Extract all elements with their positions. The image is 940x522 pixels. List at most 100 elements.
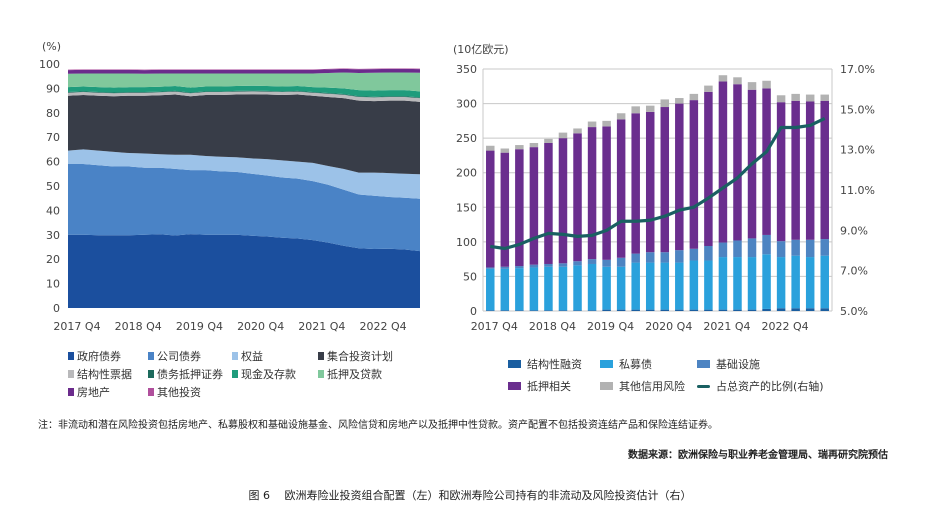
- legend-label: 公司债券: [157, 350, 201, 363]
- bar-segment-3: [616, 119, 626, 258]
- bar-segment-0: [791, 308, 800, 311]
- right-x-tick: 2019 Q4: [587, 320, 634, 333]
- bar-segment-0: [645, 309, 655, 311]
- bar-segment-3: [762, 88, 771, 235]
- area-series-4: [68, 91, 420, 102]
- bar-segment-0: [573, 310, 582, 311]
- bar-segment-4: [791, 93, 800, 101]
- bar-segment-0: [660, 309, 670, 311]
- right-x-tick: 2017 Q4: [471, 320, 518, 333]
- left-y-tick: 50: [46, 180, 60, 193]
- legend-label: 基础设施: [716, 358, 760, 371]
- bar-segment-1: [704, 260, 713, 310]
- bar-segment-2: [747, 238, 757, 258]
- bar-segment-2: [718, 242, 728, 258]
- legend-item: 债务抵押证券: [148, 366, 223, 382]
- legend-swatch: [508, 360, 521, 368]
- bar-segment-1: [733, 257, 742, 310]
- left-x-tick: 2020 Q4: [237, 320, 284, 333]
- left-y-tick: 100: [39, 58, 60, 71]
- bar-segment-2: [616, 257, 626, 267]
- bar-segment-2: [689, 248, 699, 261]
- bar-segment-0: [820, 308, 829, 311]
- legend-label: 权益: [241, 350, 263, 363]
- bar-segment-3: [805, 101, 815, 240]
- legend-label: 抵押相关: [527, 380, 571, 393]
- right-chart-y-tick: 50: [463, 270, 477, 283]
- bar-segment-1: [631, 262, 640, 310]
- bar-segment-1: [500, 268, 510, 311]
- secondary-y-tick: 9.0%: [840, 224, 868, 237]
- bar-segment-0: [587, 310, 597, 311]
- bar-segment-1: [529, 267, 539, 311]
- bar-segment-3: [558, 138, 568, 264]
- left-y-tick: 90: [46, 82, 60, 95]
- bar-segment-2: [515, 266, 524, 269]
- bar-segment-0: [529, 310, 539, 311]
- area-series-1: [68, 164, 420, 252]
- right-chart-y-tick: 150: [456, 201, 477, 214]
- bar-segment-3: [500, 152, 510, 267]
- bar-segment-2: [675, 250, 684, 263]
- bar-segment-1: [747, 257, 757, 310]
- bar-segment-1: [515, 268, 524, 311]
- legend-item: 结构性票据: [68, 366, 132, 382]
- right-chart-y-tick: 0: [470, 305, 477, 318]
- secondary-y-tick: 11.0%: [840, 184, 875, 197]
- left-y-tick: 60: [46, 156, 60, 169]
- left-y-tick: 0: [53, 302, 60, 315]
- legend-item: 私募债: [600, 356, 652, 372]
- bar-segment-0: [616, 309, 626, 311]
- bar-segment-3: [776, 102, 786, 242]
- bar-segment-0: [558, 310, 568, 311]
- bar-segment-0: [733, 309, 742, 311]
- bar-segment-1: [544, 266, 553, 311]
- legend-swatch: [68, 388, 74, 396]
- bar-segment-0: [776, 308, 786, 311]
- bar-segment-0: [602, 309, 611, 311]
- bar-segment-1: [587, 263, 597, 311]
- bar-segment-1: [689, 260, 699, 310]
- bar-segment-1: [602, 266, 611, 310]
- secondary-y-tick: 5.0%: [840, 305, 868, 318]
- legend-label: 私募债: [619, 358, 652, 371]
- bar-segment-2: [573, 261, 582, 266]
- bar-segment-4: [558, 132, 568, 139]
- bar-segment-3: [733, 84, 742, 241]
- bar-segment-1: [762, 254, 771, 309]
- bar-segment-4: [515, 145, 524, 150]
- bar-segment-0: [631, 309, 640, 311]
- bar-segment-4: [616, 113, 626, 120]
- bar-segment-4: [747, 82, 757, 90]
- bar-segment-4: [704, 85, 713, 92]
- secondary-y-tick: 17.0%: [840, 63, 875, 76]
- legend-swatch: [232, 370, 238, 378]
- legend-label: 其他投资: [157, 386, 201, 399]
- bar-segment-2: [805, 239, 815, 258]
- bar-segment-4: [718, 75, 728, 82]
- share-line: [490, 116, 826, 251]
- right-chart-y-tick: 300: [456, 98, 477, 111]
- left-x-tick: 2021 Q4: [298, 320, 345, 333]
- legend-swatch: [148, 388, 154, 396]
- legend-swatch: [318, 370, 324, 378]
- bar-segment-4: [631, 106, 640, 114]
- left-y-axis-unit: (%): [42, 40, 61, 53]
- legend-label: 政府债券: [77, 350, 121, 363]
- bar-segment-3: [587, 127, 597, 260]
- bar-segment-4: [805, 94, 815, 102]
- bar-segment-2: [733, 240, 742, 258]
- bar-segment-4: [544, 138, 553, 143]
- left-y-tick: 30: [46, 229, 60, 242]
- bar-segment-1: [805, 257, 815, 309]
- area-series-6: [68, 85, 420, 98]
- legend-swatch: [148, 352, 154, 360]
- bar-segment-4: [820, 94, 829, 101]
- bar-segment-1: [675, 262, 684, 310]
- bar-segment-1: [645, 262, 655, 310]
- right-chart-y-tick: 200: [456, 167, 477, 180]
- left-y-tick: 80: [46, 107, 60, 120]
- figure-caption: 图 6 欧洲寿险业投资组合配置（左）和欧洲寿险公司持有的非流动及风险投资估计（右…: [248, 489, 692, 502]
- legend-item: 政府债券: [68, 348, 121, 364]
- footnote: 注：非流动和潜在风险投资包括房地产、私募股权和基础设施基金、风险信贷和房地产以及…: [38, 420, 718, 431]
